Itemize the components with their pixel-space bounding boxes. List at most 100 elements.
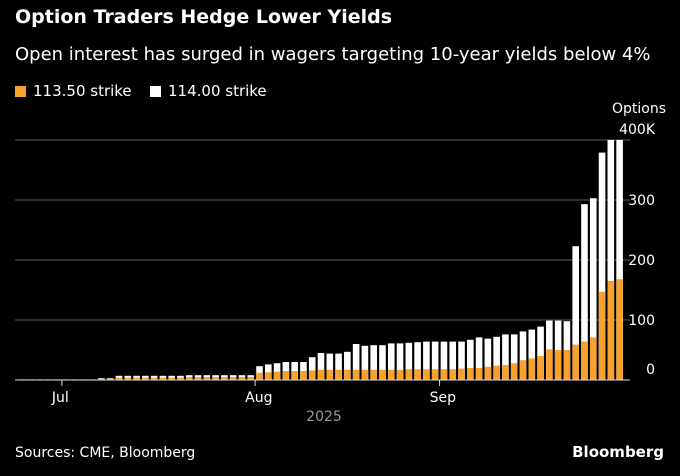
bar-114-00 — [326, 353, 334, 380]
bar-113-50 — [98, 378, 105, 380]
bar-114-00 — [528, 329, 536, 380]
bar-114-00 — [308, 357, 316, 380]
bar-113-50 — [194, 377, 202, 380]
bar-114-00 — [344, 351, 351, 380]
bar-114-00 — [519, 331, 527, 380]
bar-113-50 — [510, 363, 518, 380]
bar-113-50 — [475, 368, 483, 380]
bar-114-00 — [458, 341, 465, 380]
bar-113-50 — [238, 377, 246, 380]
bar-114-00 — [510, 334, 518, 380]
legend-item-113-50: 113.50 strike — [15, 82, 132, 100]
bar-114-00 — [493, 336, 500, 380]
bar-113-50 — [361, 369, 369, 380]
bar-113-50 — [150, 377, 158, 380]
bar-114-00 — [475, 337, 483, 380]
bar-114-00 — [431, 341, 439, 380]
bar-113-50 — [203, 377, 211, 380]
chart-subtitle: Open interest has surged in wagers targe… — [15, 44, 651, 65]
bar-114-00 — [502, 334, 509, 380]
bar-114-00 — [370, 345, 377, 380]
bar-114-00 — [317, 353, 325, 380]
x-year-label: 2025 — [306, 409, 342, 425]
bar-113-50 — [185, 377, 193, 380]
bar-114-00 — [396, 343, 404, 380]
x-tick-label: Sep — [430, 390, 457, 406]
bar-113-50 — [431, 369, 439, 380]
bar-113-50 — [546, 349, 553, 380]
bar-114-00 — [572, 246, 579, 380]
bar-113-50 — [554, 350, 562, 380]
bar-113-50 — [273, 371, 281, 380]
bar-113-50 — [607, 281, 615, 380]
bar-114-00 — [598, 152, 606, 380]
bar-114-00 — [449, 341, 457, 380]
bar-113-50 — [168, 377, 175, 380]
bar-113-50 — [282, 371, 290, 380]
bar-114-00 — [589, 198, 597, 380]
bar-114-00 — [387, 343, 395, 380]
bar-113-50 — [256, 372, 263, 380]
bar-113-50 — [133, 377, 140, 380]
bar-113-50 — [537, 356, 544, 380]
y-axis-label: Options — [612, 101, 667, 117]
x-tick-label: Aug — [245, 390, 272, 406]
bar-113-50 — [291, 371, 298, 380]
bar-113-50 — [326, 369, 334, 380]
bar-114-00 — [379, 345, 386, 380]
source-note: Sources: CME, Bloomberg — [15, 445, 196, 461]
legend-swatch-orange — [15, 85, 26, 97]
x-tick-label: Jul — [51, 390, 69, 406]
bar-114-00 — [616, 140, 623, 380]
bar-113-50 — [212, 377, 219, 380]
bar-113-50 — [519, 360, 527, 380]
bar-113-50 — [335, 369, 342, 380]
legend-item-114-00: 114.00 strike — [150, 82, 267, 100]
bar-114-00 — [414, 342, 421, 380]
bar-114-00 — [537, 326, 544, 380]
bar-113-50 — [458, 368, 465, 380]
bar-113-50 — [440, 369, 448, 380]
bar-113-50 — [405, 369, 413, 380]
y-tick-label: 400K — [619, 122, 656, 138]
bar-114-00 — [361, 345, 369, 380]
bar-113-50 — [423, 369, 430, 380]
legend-label: 114.00 strike — [168, 82, 267, 100]
bar-113-50 — [247, 377, 255, 380]
bar-113-50 — [300, 371, 307, 380]
y-tick-label: 100 — [628, 313, 655, 329]
bloomberg-logo: Bloomberg — [572, 443, 664, 461]
bar-113-50 — [142, 377, 149, 380]
bar-114-00 — [352, 344, 360, 380]
bar-114-00 — [335, 353, 342, 380]
bar-114-00 — [607, 140, 615, 380]
bar-113-50 — [581, 341, 588, 380]
bar-113-50 — [106, 378, 114, 380]
bar-113-50 — [115, 377, 123, 380]
chart-title: Option Traders Hedge Lower Yields — [15, 6, 393, 28]
bar-113-50 — [229, 377, 237, 380]
bar-113-50 — [159, 377, 167, 380]
bar-114-00 — [467, 339, 474, 380]
bar-113-50 — [221, 377, 228, 380]
bar-113-50 — [528, 358, 536, 380]
bar-113-50 — [589, 337, 597, 380]
bar-113-50 — [308, 370, 316, 380]
bar-113-50 — [344, 369, 351, 380]
bar-113-50 — [387, 369, 395, 380]
bar-114-00 — [581, 204, 588, 380]
bar-113-50 — [616, 279, 623, 380]
bar-114-00 — [405, 342, 413, 380]
bar-113-50 — [414, 369, 421, 380]
bar-113-50 — [379, 369, 386, 380]
y-tick-label: 200 — [628, 253, 655, 269]
bar-113-50 — [502, 365, 509, 380]
bar-113-50 — [449, 369, 457, 380]
bar-113-50 — [124, 377, 132, 380]
bar-114-00 — [423, 341, 430, 380]
bar-113-50 — [493, 365, 500, 380]
bar-113-50 — [598, 291, 606, 380]
legend-swatch-white — [150, 85, 161, 97]
bar-113-50 — [467, 368, 474, 380]
bar-113-50 — [177, 377, 184, 380]
